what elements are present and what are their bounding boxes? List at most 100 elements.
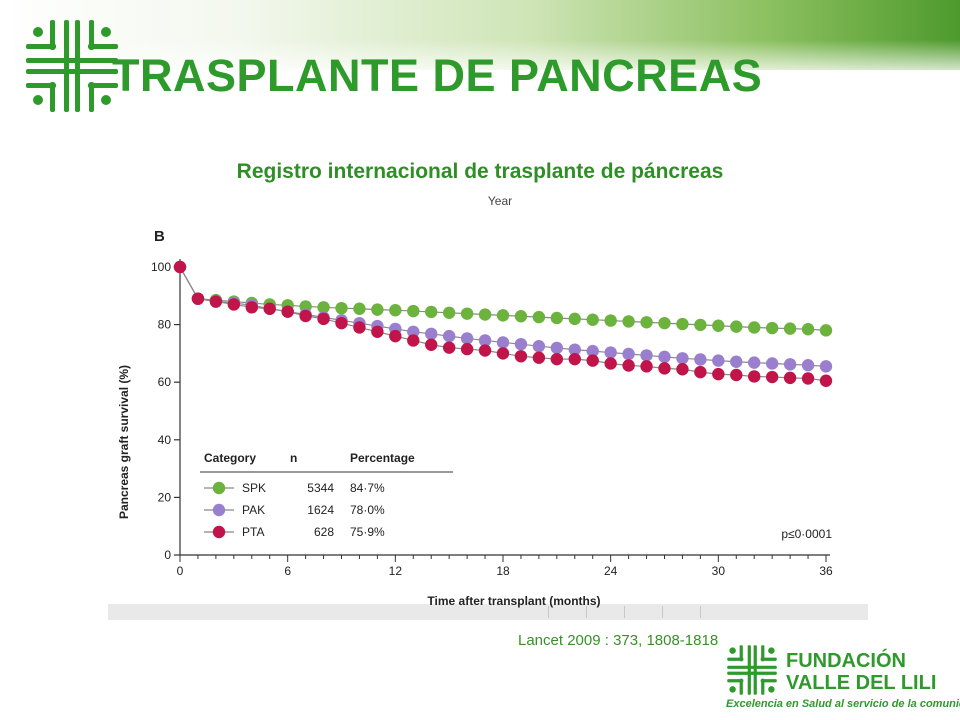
legend-n-spk: 5344 (307, 481, 334, 495)
panel-label: B (154, 228, 165, 245)
slide-subtitle: Registro internacional de trasplante de … (236, 160, 724, 183)
data-point-pta (335, 316, 348, 330)
data-point-pta (532, 351, 546, 364)
x-axis-label: Time after transplant (months) (427, 594, 600, 608)
data-point-spk (460, 307, 474, 320)
data-point-pta (353, 321, 366, 334)
data-point-pak (407, 325, 420, 338)
data-point-pta (478, 344, 492, 357)
x-tick-label: 12 (389, 564, 403, 578)
data-point-pak (532, 340, 546, 353)
data-point-pta (658, 362, 671, 375)
slide-title: TRASPLANTE DE PANCREAS (112, 50, 763, 101)
data-point-spk (622, 315, 635, 328)
x-tick-label: 6 (284, 564, 291, 578)
data-point-spk (317, 301, 330, 314)
legend-n-pta: 628 (314, 525, 334, 539)
data-point-pta (801, 372, 815, 385)
data-point-pta (712, 367, 725, 381)
data-point-pta (460, 342, 474, 356)
legend-marker-spk (212, 481, 226, 495)
y-tick-label: 100 (151, 260, 171, 274)
header-band-fade (0, 40, 960, 80)
data-point-spk (389, 304, 402, 317)
data-point-pta (281, 305, 294, 318)
data-point-pta (407, 334, 420, 347)
data-point-spk (712, 319, 725, 332)
legend-n-pak: 1624 (307, 503, 334, 517)
data-point-pta (730, 368, 743, 382)
legend-percentage-pta: 75·9% (350, 525, 385, 539)
legend-percentage-spk: 84·7% (350, 481, 385, 495)
x-tick-label: 0 (177, 564, 184, 578)
data-point-spk (819, 324, 833, 337)
data-point-pak (730, 355, 743, 368)
data-point-pta (783, 371, 797, 385)
data-point-spk (353, 302, 366, 315)
data-point-pta (299, 309, 312, 323)
strip-divider (586, 606, 587, 618)
data-point-pta (371, 325, 384, 338)
legend-name-spk: SPK (242, 481, 266, 495)
data-point-pta (586, 354, 599, 367)
data-point-pta (622, 359, 635, 372)
chart-top-label: Year (488, 194, 512, 208)
data-point-pak (496, 336, 510, 349)
data-point-pta (191, 292, 205, 305)
data-point-pak (712, 354, 725, 367)
data-point-pta (173, 260, 187, 274)
data-point-spk (640, 316, 653, 329)
data-point-pak (604, 346, 617, 359)
survival-chart: Year B 0 20 40 60 80 100 0 6 12 18 24 30 36 Pancreas… (117, 194, 833, 608)
data-point-spk (514, 310, 528, 323)
data-point-pta (442, 341, 456, 354)
y-tick-label: 20 (158, 490, 172, 504)
x-tick-label: 30 (712, 564, 726, 578)
data-point-pta (263, 302, 276, 315)
legend-header: Percentage (350, 451, 415, 465)
data-point-pta (604, 357, 617, 370)
chart-figure-panel (108, 190, 868, 620)
x-tick-label: 36 (819, 564, 833, 578)
data-point-pak (640, 349, 653, 362)
legend-percentage-pak: 78·0% (350, 503, 385, 517)
data-point-spk (694, 318, 707, 332)
data-point-pak (568, 343, 581, 356)
data-point-pak (748, 356, 761, 369)
legend-header: n (290, 451, 297, 465)
data-point-pak (460, 332, 474, 345)
data-point-pak (765, 357, 779, 370)
data-point-spk (730, 320, 743, 333)
data-point-pak (442, 329, 456, 343)
data-point-pta (694, 365, 707, 379)
data-point-spk (748, 321, 761, 334)
data-point-pak (622, 347, 635, 361)
strip-divider (548, 606, 549, 618)
data-point-spk (801, 323, 815, 336)
citation: Lancet 2009 : 373, 1808-1818 (518, 632, 719, 649)
data-point-pak (658, 350, 671, 364)
data-point-pak (783, 358, 797, 371)
y-axis-label: Pancreas graft survival (%) (117, 365, 131, 519)
data-point-pak (819, 360, 833, 373)
data-point-spk (568, 312, 581, 326)
p-value-annotation: p≤0·0001 (781, 527, 832, 541)
series-layer (173, 260, 833, 387)
footer-org-name-line2: VALLE DEL LILI (786, 672, 937, 694)
data-point-pak (425, 327, 438, 341)
data-point-pak (801, 359, 815, 372)
data-point-spk (335, 301, 348, 315)
data-point-pta (245, 301, 258, 314)
data-point-pta (550, 352, 564, 366)
strip-divider (624, 606, 625, 618)
figure-bottom-strip (108, 604, 868, 620)
data-point-spk (658, 316, 671, 330)
y-tick-label: 80 (158, 318, 172, 332)
footer-org-name-line1: FUNDACIÓN (786, 650, 906, 672)
legend-name-pta: PTA (242, 525, 264, 539)
legend-header: Category (204, 451, 256, 465)
data-point-spk (765, 321, 779, 335)
legend-name-pak: PAK (242, 503, 265, 517)
data-point-spk (550, 311, 564, 325)
footer-tagline: Excelencia en Salud al servicio de la co… (726, 698, 960, 710)
